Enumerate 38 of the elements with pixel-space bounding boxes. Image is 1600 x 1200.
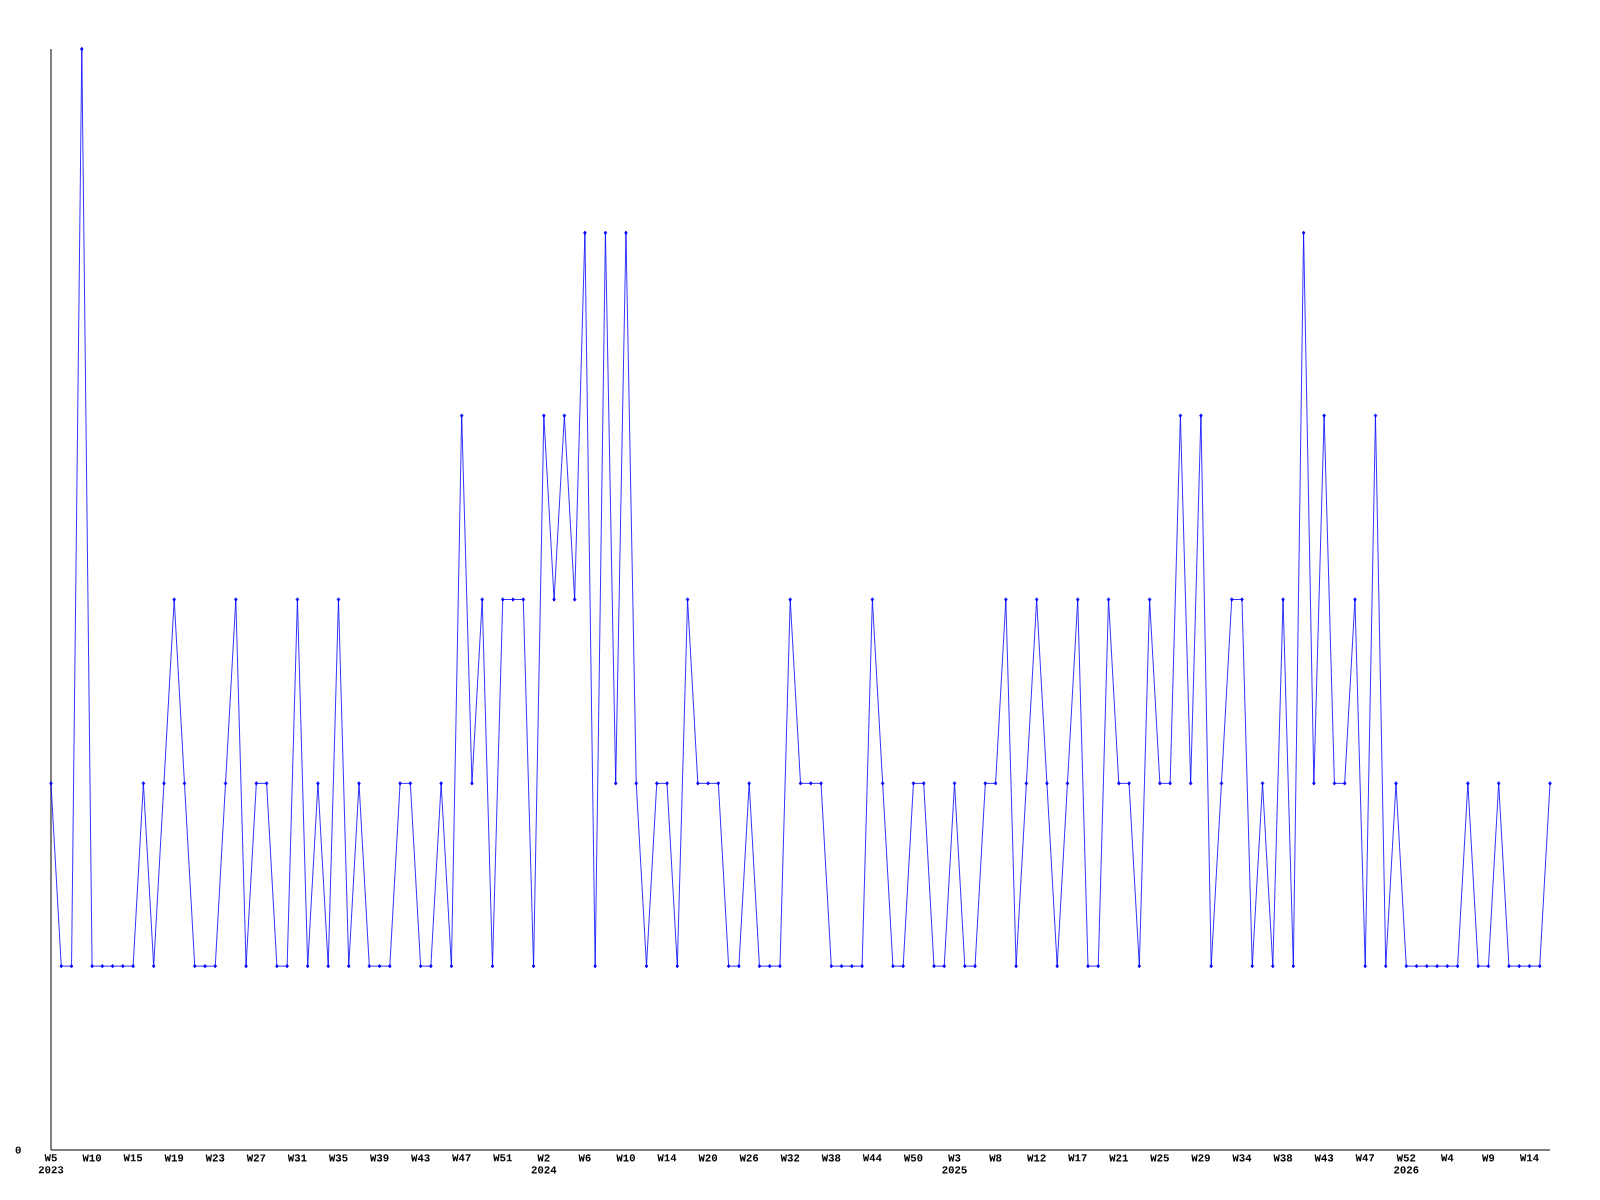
x-tick-label: W43 xyxy=(411,1154,430,1162)
x-tick-label: W8 xyxy=(989,1154,1002,1162)
x-tick-label: W38 xyxy=(821,1154,841,1162)
x-tick-label: W10 xyxy=(616,1154,635,1162)
x-tick-label: W9 xyxy=(1482,1154,1495,1162)
x-tick-label: W39 xyxy=(369,1154,389,1162)
x-tick-label: W51 xyxy=(493,1154,512,1162)
x-tick-label: W50 xyxy=(903,1154,923,1162)
x-tick-label: W35 xyxy=(328,1154,348,1162)
x-tick-label: W17 xyxy=(1068,1154,1087,1162)
x-tick-label: W25 xyxy=(1150,1154,1169,1162)
x-tick-label: W3 2025 xyxy=(942,1154,967,1174)
x-tick-label: W44 xyxy=(862,1154,882,1162)
x-tick-label: W21 xyxy=(1109,1154,1128,1162)
x-tick-label: W38 xyxy=(1273,1154,1293,1162)
x-tick-label: W14 xyxy=(1519,1154,1539,1162)
x-tick-label: W47 xyxy=(1355,1154,1375,1162)
x-tick-label: W4 xyxy=(1440,1154,1454,1162)
x-tick-label: W43 xyxy=(1314,1154,1334,1162)
x-tick-label: W5 2023 xyxy=(38,1154,64,1174)
x-tick-label: W34 xyxy=(1232,1154,1252,1162)
x-tick-label: W2 2024 xyxy=(531,1154,557,1174)
x-tick-label: W26 xyxy=(739,1154,759,1162)
x-tick-label: W12 xyxy=(1027,1154,1046,1162)
x-tick-label: W27 xyxy=(246,1154,266,1162)
x-tick-label: W10 xyxy=(82,1154,102,1162)
x-tick-label: W20 xyxy=(698,1154,718,1162)
x-tick-label: W31 xyxy=(287,1154,307,1162)
x-tick-label: W19 xyxy=(164,1154,184,1162)
x-tick-label: W6 xyxy=(578,1154,591,1162)
x-tick-label: W14 xyxy=(657,1154,677,1162)
x-tick-label: W15 xyxy=(123,1154,143,1162)
text: 0 xyxy=(15,1146,21,1154)
x-tick-label: W32 xyxy=(780,1154,800,1162)
x-tick-label: W29 xyxy=(1191,1154,1210,1162)
x-tick-label: W47 xyxy=(452,1154,471,1162)
x-tick-label: W23 xyxy=(205,1154,225,1162)
x-tick-label: W52 2026 xyxy=(1394,1154,1419,1174)
